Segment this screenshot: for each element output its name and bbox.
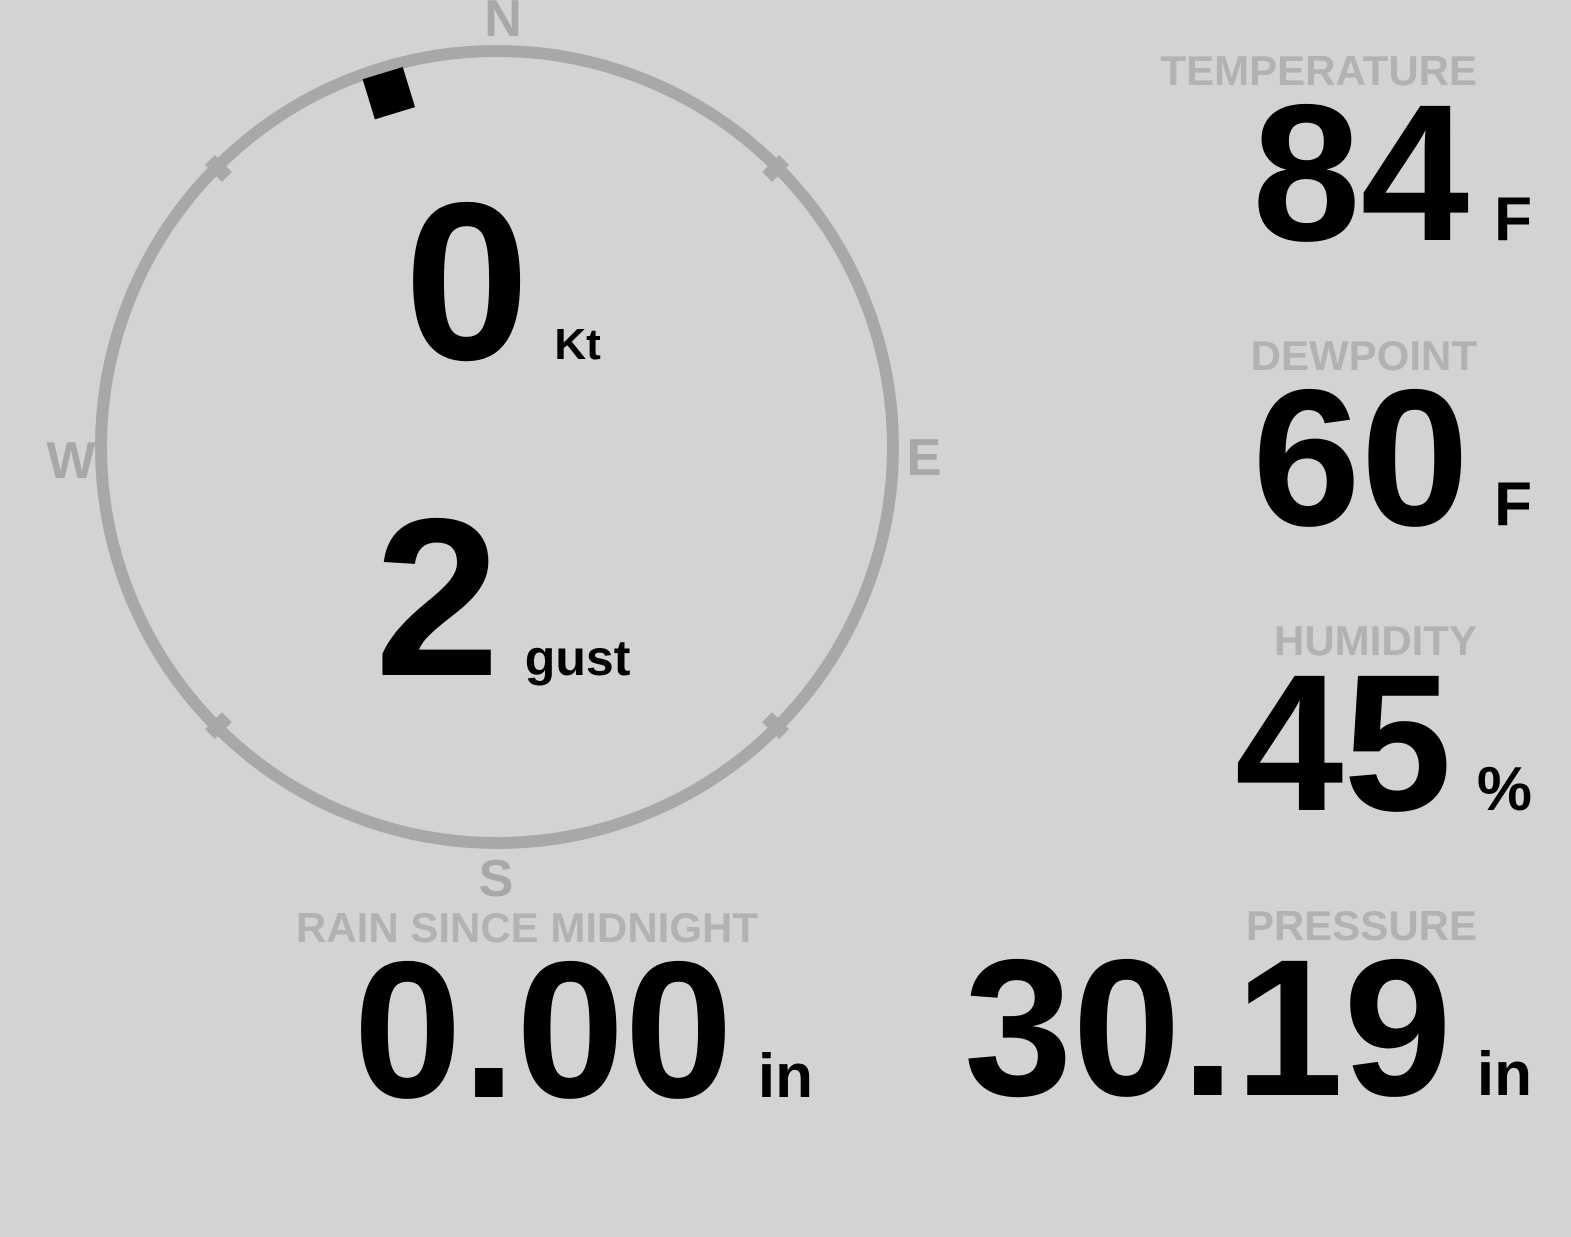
humidity-unit: % <box>1476 755 1532 824</box>
pressure-block: PRESSURE 30.19 in <box>964 905 1532 1126</box>
compass-label-west: W <box>46 432 96 490</box>
compass-tick-nw <box>204 154 232 182</box>
wind-compass <box>95 45 899 849</box>
temperature-value: 84 <box>1252 64 1470 282</box>
rain-since-midnight-value: 0.00 <box>353 921 733 1139</box>
wind-gust-value: 2 <box>374 471 500 723</box>
temperature-value-row: 84 F <box>1252 76 1532 271</box>
rain-since-midnight-unit: in <box>757 1042 813 1111</box>
rain-since-midnight-block: RAIN SINCE MIDNIGHT 0.00 in <box>296 907 813 1128</box>
compass-tick-ne <box>762 154 790 182</box>
humidity-value-row: 45 % <box>1235 646 1532 841</box>
temperature-label: TEMPERATURE <box>1160 47 1477 94</box>
wind-gust-unit: gust <box>524 630 631 686</box>
wind-direction-marker-group <box>362 66 416 120</box>
wind-speed-row: 0 Kt <box>0 169 1005 394</box>
rain-since-midnight-value-row: 0.00 in <box>353 933 813 1128</box>
dewpoint-value: 60 <box>1252 349 1470 567</box>
pressure-label: PRESSURE <box>1245 902 1477 949</box>
rain-since-midnight-label: RAIN SINCE MIDNIGHT <box>296 904 758 951</box>
humidity-block: HUMIDITY 45 % <box>1235 620 1532 841</box>
compass-tick-sw <box>204 712 232 740</box>
wind-speed-unit: Kt <box>554 320 601 369</box>
humidity-label: HUMIDITY <box>1274 617 1477 664</box>
compass-label-east: E <box>906 429 942 487</box>
wind-gust-row: 2 gust <box>0 485 1005 710</box>
temperature-unit: F <box>1494 185 1532 254</box>
compass-tick-se <box>762 712 790 740</box>
humidity-value: 45 <box>1234 634 1452 852</box>
temperature-block: TEMPERATURE 84 F <box>1160 50 1532 271</box>
dewpoint-unit: F <box>1494 470 1532 539</box>
compass-ring <box>95 45 899 849</box>
dewpoint-label: DEWPOINT <box>1250 332 1477 379</box>
wind-direction-marker <box>362 66 416 120</box>
compass-label-north: N <box>484 0 522 48</box>
dewpoint-value-row: 60 F <box>1252 361 1532 556</box>
dewpoint-block: DEWPOINT 60 F <box>1251 335 1532 556</box>
pressure-value: 30.19 <box>963 919 1452 1137</box>
pressure-unit: in <box>1476 1040 1532 1109</box>
pressure-value-row: 30.19 in <box>964 931 1532 1126</box>
wind-speed-value: 0 <box>404 155 530 407</box>
compass-label-south: S <box>478 850 514 908</box>
